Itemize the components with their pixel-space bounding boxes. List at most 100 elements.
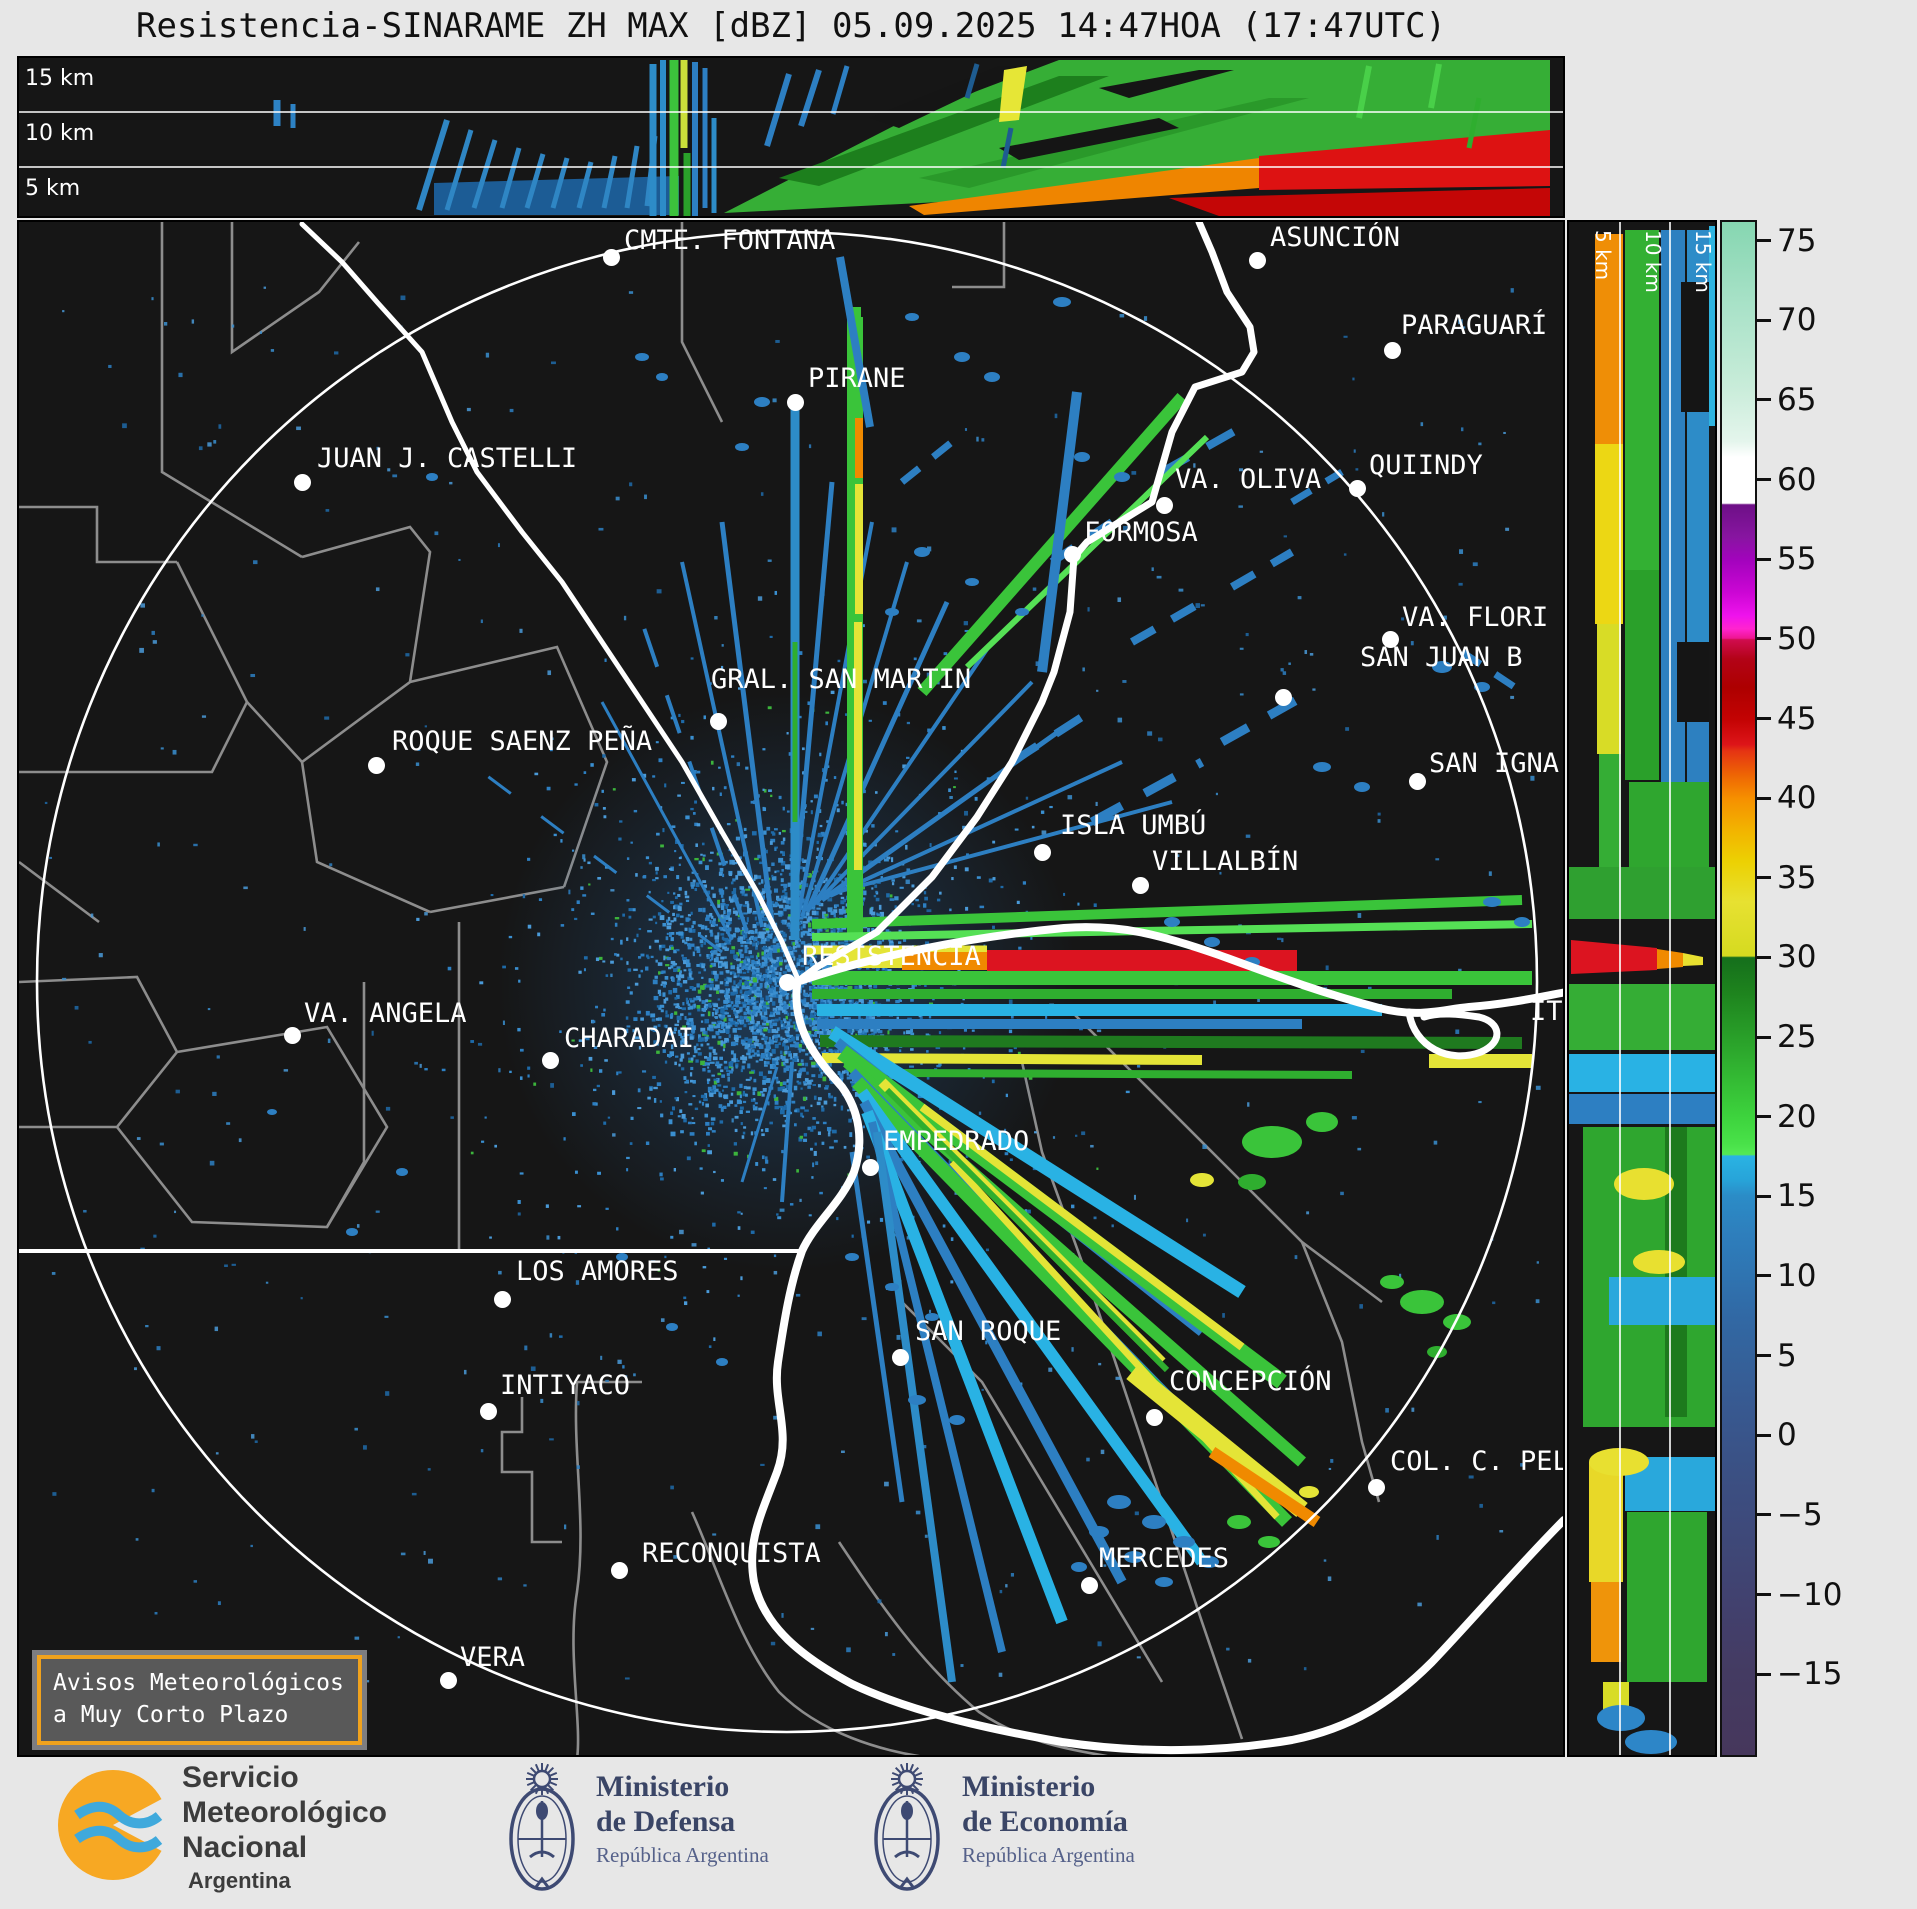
city-dot-asunci-n [1249,252,1266,269]
city-dot-paraguar- [1384,342,1401,359]
city-label-vera: VERA [460,1642,526,1673]
top-panel-5km-label: 5 km [25,176,81,201]
footer-logos: Servicio Meteorológico Nacional Argentin… [0,1759,1917,1909]
top-cross-section-panel: 15 km 10 km 5 km [17,56,1565,218]
advisory-line-1: Avisos Meteorológicos [53,1670,344,1696]
colorbar-tick-mark [1757,398,1771,402]
smn-name-line3: Nacional [182,1830,308,1864]
city-dot-charadai [542,1052,559,1069]
coat-of-arms-economia-icon [874,1763,940,1891]
city-dot-concepci-n [1146,1409,1163,1426]
city-label-cmte-fontana: CMTE. FONTANA [624,225,836,256]
colorbar-tick-label: −10 [1777,1576,1843,1613]
city-label-los-amores: LOS AMORES [516,1256,679,1287]
colorbar-tick-mark [1757,1513,1771,1517]
colorbar-tick-mark [1757,876,1771,880]
city-label-san-igna: SAN IGNA [1429,748,1560,779]
city-dot-quiindy [1349,480,1366,497]
city-dot-empedrado [862,1159,879,1176]
city-label-charadai: CHARADAI [564,1023,695,1054]
colorbar [1720,220,1757,1757]
colorbar-tick-label: −15 [1777,1656,1843,1693]
city-label-isla-umb-: ISLA UMBÚ [1060,810,1207,841]
city-label-it: IT [1530,996,1563,1027]
right-panel-15km-label: 15 km [1691,230,1715,293]
ministry-economia-sub: República Argentina [962,1843,1135,1867]
right-panel-5km-label: 5 km [1591,230,1615,281]
colorbar-tick-label: 5 [1777,1337,1797,1374]
city-label-juan-j-castelli: JUAN J. CASTELLI [317,443,578,474]
colorbar-tick-mark [1757,1194,1771,1198]
colorbar-tick-label: 55 [1777,541,1817,578]
colorbar-tick-mark [1757,637,1771,641]
city-dot-vera [440,1672,457,1689]
colorbar-tick-mark [1757,318,1771,322]
colorbar-tick-label: 25 [1777,1019,1817,1056]
top-cross-section-art [19,60,1563,216]
city-dot-formosa [1064,546,1081,563]
city-dot-isla-umb- [1034,844,1051,861]
city-label-gral-san-martin: GRAL. SAN MARTIN [711,664,972,695]
colorbar-tick-mark [1757,478,1771,482]
colorbar-tick-mark [1757,717,1771,721]
city-dot-va-angela [284,1027,301,1044]
city-dot-pirane [787,394,804,411]
city-dot-cmte-fontana [603,249,620,266]
colorbar-tick-label: 30 [1777,939,1817,976]
colorbar-tick-label: 15 [1777,1178,1817,1215]
city-dot-va-oliva [1156,497,1173,514]
smn-name: Servicio Meteorológico Nacional [182,1761,387,1865]
city-label-va-oliva: VA. OLIVA [1175,464,1322,495]
advisory-box-inner: Avisos Meteorológicos a Muy Corto Plazo [37,1655,362,1746]
smn-country: Argentina [188,1868,291,1893]
city-label-reconquista: RECONQUISTA [642,1538,821,1569]
city-label-paraguar-: PARAGUARÍ [1401,310,1548,341]
ministry-economia-name: Ministerio de Economía [962,1769,1128,1840]
city-dot-juan-j-castelli [294,474,311,491]
city-label-asunci-n: ASUNCIÓN [1270,222,1401,253]
colorbar-tick-label: 40 [1777,780,1817,817]
city-label-formosa: FORMOSA [1084,517,1198,548]
colorbar-tick-label: 20 [1777,1098,1817,1135]
colorbar-tick-mark [1757,1593,1771,1597]
advisory-box: Avisos Meteorológicos a Muy Corto Plazo [32,1650,367,1751]
colorbar-tick-label: −5 [1777,1496,1823,1533]
colorbar-tick-mark [1757,1672,1771,1676]
city-dot-roque-saenz-pe-a [368,757,385,774]
colorbar-tick-mark [1757,1354,1771,1358]
colorbar-tick-label: 50 [1777,620,1817,657]
city-dot-mercedes [1081,1577,1098,1594]
colorbar-tick-mark [1757,1433,1771,1437]
city-dot-intiyaco [480,1403,497,1420]
economia-line1: Ministerio [962,1770,1096,1803]
colorbar-tick-mark [1757,1115,1771,1119]
economia-line2: de Economía [962,1805,1128,1839]
city-label-col-c-pel: COL. C. PEL [1390,1446,1565,1477]
defensa-line2: de Defensa [596,1805,736,1839]
right-cross-section-panel: 5 km 10 km 15 km [1567,220,1717,1757]
smn-logo-icon [58,1770,175,1880]
city-dot-gral-san-martin [710,713,727,730]
city-dot-san-juan-b [1275,689,1292,706]
top-panel-15km-label: 15 km [25,66,95,91]
advisory-line-2: a Muy Corto Plazo [53,1702,289,1729]
coat-of-arms-defensa-icon [509,1763,575,1891]
city-label-mercedes: MERCEDES [1099,1543,1230,1574]
city-label-pirane: PIRANE [808,363,906,394]
city-dot-resistencia [779,974,796,991]
right-panel-10km-label: 10 km [1641,230,1665,293]
colorbar-tick-mark [1757,239,1771,243]
right-cross-section-art [1569,222,1715,1755]
main-radar-map: CMTE. FONTANA ASUNCIÓN PARAGUARÍ PIRANE JUAN… [17,220,1565,1757]
colorbar-tick-label: 10 [1777,1257,1817,1294]
city-label-villalb-n: VILLALBÍN [1152,846,1299,877]
smn-name-line1: Servicio [182,1761,299,1794]
city-dot-reconquista [611,1562,628,1579]
city-dot-va-flori [1382,631,1399,648]
colorbar-tick-mark [1757,557,1771,561]
defensa-line1: Ministerio [596,1770,730,1803]
top-panel-10km-label: 10 km [25,121,95,146]
colorbar-tick-mark [1757,1035,1771,1039]
city-label-concepci-n: CONCEPCIÓN [1169,1366,1332,1397]
colorbar-tick-label: 75 [1777,222,1817,259]
